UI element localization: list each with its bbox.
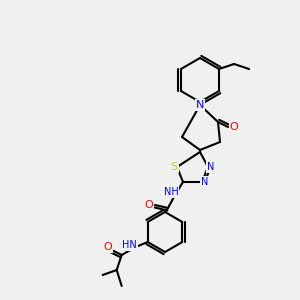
Text: O: O bbox=[103, 242, 112, 252]
Text: N: N bbox=[201, 177, 209, 187]
Text: NH: NH bbox=[164, 187, 178, 197]
Text: N: N bbox=[207, 162, 215, 172]
Text: HN: HN bbox=[122, 240, 137, 250]
Text: O: O bbox=[230, 122, 238, 132]
Text: S: S bbox=[170, 162, 178, 172]
Text: O: O bbox=[145, 200, 153, 210]
Text: N: N bbox=[196, 100, 204, 110]
